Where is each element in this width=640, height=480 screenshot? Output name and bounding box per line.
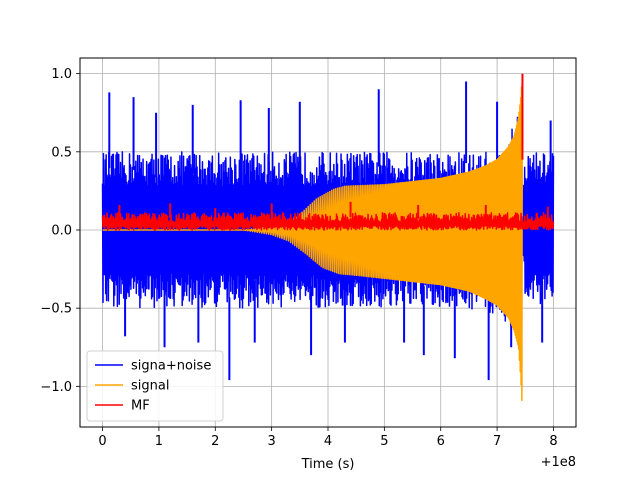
x-tick-label: 4 xyxy=(324,434,332,449)
series-line xyxy=(101,75,524,402)
y-tick-label: −1.0 xyxy=(40,380,72,395)
legend-label: MF xyxy=(131,399,150,414)
series-line xyxy=(101,212,555,231)
x-tick-label: 5 xyxy=(380,434,388,449)
x-tick-label: 2 xyxy=(211,434,219,449)
x-tick-label: 7 xyxy=(493,434,501,449)
series-mf xyxy=(101,73,555,231)
x-axis: 0 1 2 3 4 5 6 7 8 xyxy=(98,427,558,449)
x-tick-label: 8 xyxy=(549,434,557,449)
x-tick-label: 6 xyxy=(437,434,445,449)
x-tick-label: 1 xyxy=(155,434,163,449)
x-tick-label: 3 xyxy=(267,434,275,449)
legend-label: signa+noise xyxy=(131,359,211,374)
legend: signa+noise signal MF xyxy=(86,350,224,422)
series-layer xyxy=(101,73,555,402)
x-tick-label: 0 xyxy=(98,434,106,449)
y-tick-label: 0.0 xyxy=(51,223,72,238)
x-axis-label: Time (s) xyxy=(301,457,355,472)
legend-box xyxy=(86,350,224,422)
plot-area xyxy=(101,73,555,402)
y-tick-label: 1.0 xyxy=(51,67,72,82)
y-axis: 1.0 0.5 0.0 −0.5 −1.0 xyxy=(40,67,80,395)
y-tick-label: 0.5 xyxy=(51,145,72,160)
x-axis-offset-label: +1e8 xyxy=(541,455,576,470)
legend-label: signal xyxy=(131,379,169,394)
series-signa-noise xyxy=(101,81,555,381)
series-signal xyxy=(101,75,524,402)
y-tick-label: −0.5 xyxy=(40,302,72,317)
